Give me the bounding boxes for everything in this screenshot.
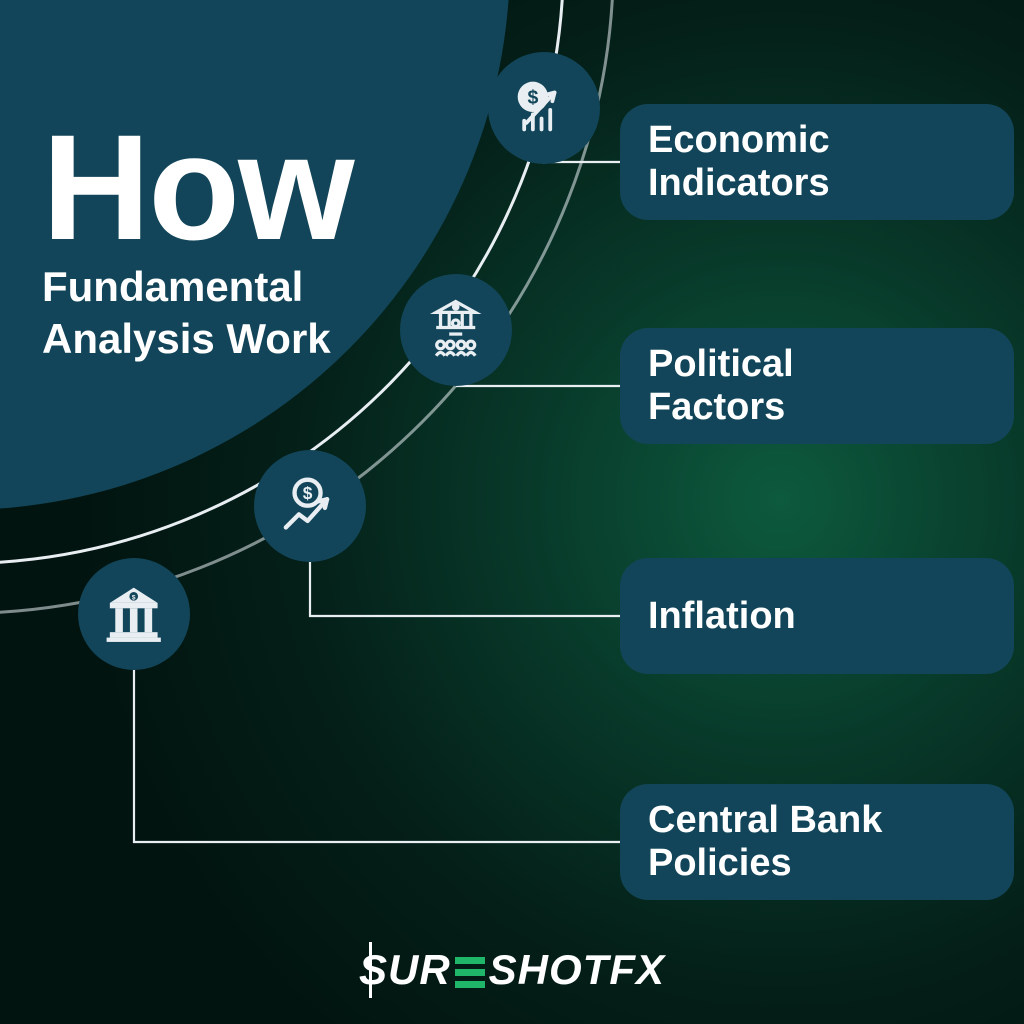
pill-political: PoliticalFactors bbox=[620, 328, 1014, 444]
title-how: How bbox=[42, 116, 353, 259]
pill-economic: EconomicIndicators bbox=[620, 104, 1014, 220]
brand-suffix: SHOTFX bbox=[489, 946, 665, 994]
brand-bars-icon bbox=[455, 957, 485, 988]
bank-icon: $ bbox=[78, 558, 190, 670]
pill-label-political: PoliticalFactors bbox=[648, 343, 794, 428]
svg-text:$: $ bbox=[303, 483, 313, 503]
svg-text:$: $ bbox=[132, 595, 136, 602]
brand-dollar-s-icon: S bbox=[359, 946, 388, 994]
pill-inflation: Inflation bbox=[620, 558, 1014, 674]
title-sub-2: Analysis Work bbox=[42, 315, 353, 363]
dollar-arrow-icon: $ bbox=[254, 450, 366, 562]
connector-central bbox=[134, 670, 620, 842]
brand-prefix: UR bbox=[388, 946, 451, 994]
svg-text:$: $ bbox=[528, 87, 539, 109]
connector-inflation bbox=[310, 562, 620, 616]
title-block: How Fundamental Analysis Work bbox=[42, 116, 353, 363]
pill-label-central: Central BankPolicies bbox=[648, 799, 882, 884]
brand-logo: SUR SHOTFX bbox=[359, 946, 665, 994]
infographic-canvas: How Fundamental Analysis Work $ Economic… bbox=[0, 0, 1024, 1024]
pill-central: Central BankPolicies bbox=[620, 784, 1014, 900]
pill-label-economic: EconomicIndicators bbox=[648, 119, 830, 204]
pill-label-inflation: Inflation bbox=[648, 595, 796, 638]
government-icon bbox=[400, 274, 512, 386]
dollar-chart-icon: $ bbox=[488, 52, 600, 164]
brand-footer: SUR SHOTFX bbox=[0, 946, 1024, 994]
